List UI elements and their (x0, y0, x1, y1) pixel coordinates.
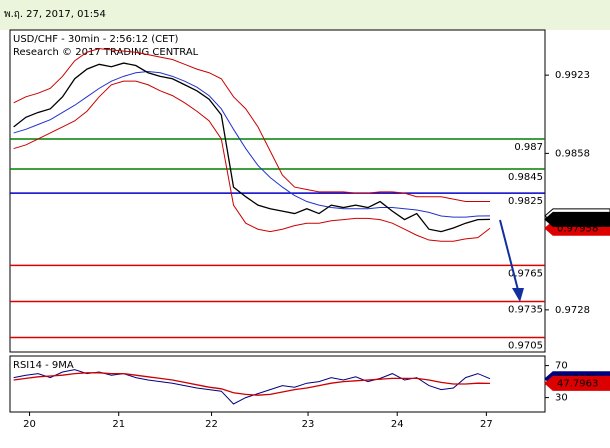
header-datetime: พ.ฤ. 27, 2017, 01:54 (4, 9, 106, 20)
x-tick-label: 23 (302, 419, 315, 430)
value-tag (544, 211, 610, 227)
level-label: 0.9735 (508, 304, 543, 315)
value-tag-label: 0.98032 (557, 214, 598, 225)
series-line (13, 369, 491, 405)
level-label: 0.9825 (508, 196, 543, 207)
x-tick-label: 20 (23, 419, 36, 430)
forecast-arrow (499, 219, 519, 291)
series-line (13, 80, 491, 242)
x-tick-label: 21 (112, 419, 125, 430)
y-tick-label: 0.9923 (555, 70, 590, 81)
value-tag-label: 0.97958 (557, 223, 598, 234)
series-line (13, 71, 491, 218)
level-label: 0.9705 (508, 341, 543, 352)
chart-subtitle: Research © 2017 TRADING CENTRAL (13, 47, 199, 58)
x-tick-label: 27 (480, 419, 493, 430)
y-tick-label: 0.9728 (555, 305, 590, 316)
value-tag (544, 375, 610, 391)
x-tick-label: 22 (205, 419, 218, 430)
level-label: 0.987 (514, 142, 543, 153)
series-line (13, 372, 491, 396)
series-line (13, 48, 491, 203)
level-label: 0.9765 (508, 268, 543, 279)
y-tick-label: 30 (555, 393, 568, 404)
y-tick-label: 0.9858 (555, 148, 590, 159)
y-tick-label: 70 (555, 361, 568, 372)
arrow-head (512, 288, 524, 302)
series-line (13, 62, 491, 233)
value-tag-label: 47.7963 (557, 378, 598, 389)
header-bar (0, 0, 610, 30)
rsi-title: RSI14 - 9MA (13, 360, 74, 371)
x-tick-label: 24 (391, 419, 404, 430)
chart-title: USD/CHF - 30min - 2:56:12 (CET) (13, 34, 179, 45)
price-frame (9, 29, 546, 353)
level-label: 0.9845 (508, 172, 543, 183)
